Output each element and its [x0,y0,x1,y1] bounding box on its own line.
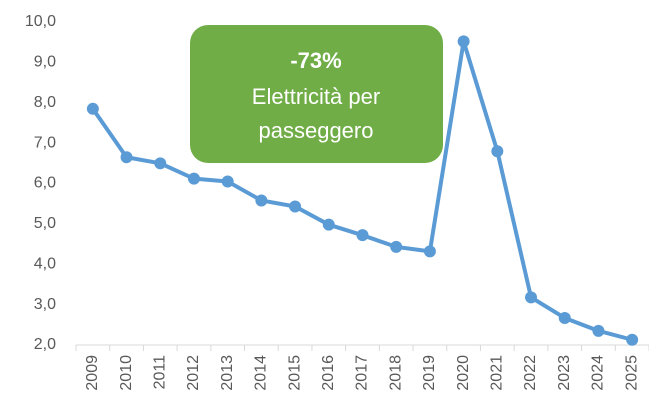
x-tick-label: 2021 [489,355,506,391]
marker [221,175,234,188]
y-tick-label: 10,0 [25,13,56,30]
annotation-text: passeggero [259,118,374,143]
marker [525,291,538,304]
y-tick-label: 3,0 [34,296,56,313]
marker [289,200,302,213]
y-tick-label: 6,0 [34,175,56,192]
x-tick-label: 2012 [185,355,202,391]
x-tick-label: 2015 [286,355,303,391]
y-tick-label: 5,0 [34,215,56,232]
x-tick-label: 2009 [84,355,101,391]
x-tick-label: 2022 [522,355,539,391]
x-tick-label: 2023 [556,355,573,391]
marker [457,35,470,48]
y-tick-label: 9,0 [34,54,56,71]
x-tick-label: 2011 [151,355,168,390]
annotation-text: Elettricità per [252,84,380,109]
x-tick-label: 2017 [354,355,371,391]
x-tick-label: 2018 [387,355,404,391]
marker [491,145,504,158]
annotation-headline: -73% [290,48,341,73]
x-tick-label: 2014 [253,355,270,391]
y-tick-label: 2,0 [34,336,56,353]
marker [255,194,268,207]
x-tick-label: 2025 [623,355,640,391]
x-tick-label: 2010 [118,355,135,391]
marker [86,102,99,115]
marker [390,240,403,253]
marker [322,218,335,231]
marker [154,157,167,170]
marker [592,324,605,337]
marker [120,151,133,164]
annotation-box [190,25,443,163]
marker [187,172,200,185]
marker [356,229,369,242]
x-tick-label: 2019 [421,355,438,391]
y-tick-label: 7,0 [34,134,56,151]
marker [626,333,639,346]
x-tick-label: 2020 [455,355,472,391]
y-tick-label: 8,0 [34,94,56,111]
x-tick-label: 2016 [320,355,337,391]
marker [423,245,436,258]
marker [558,311,571,324]
x-tick-label: 2013 [219,355,236,391]
x-tick-label: 2024 [590,355,607,391]
y-tick-label: 4,0 [34,255,56,272]
